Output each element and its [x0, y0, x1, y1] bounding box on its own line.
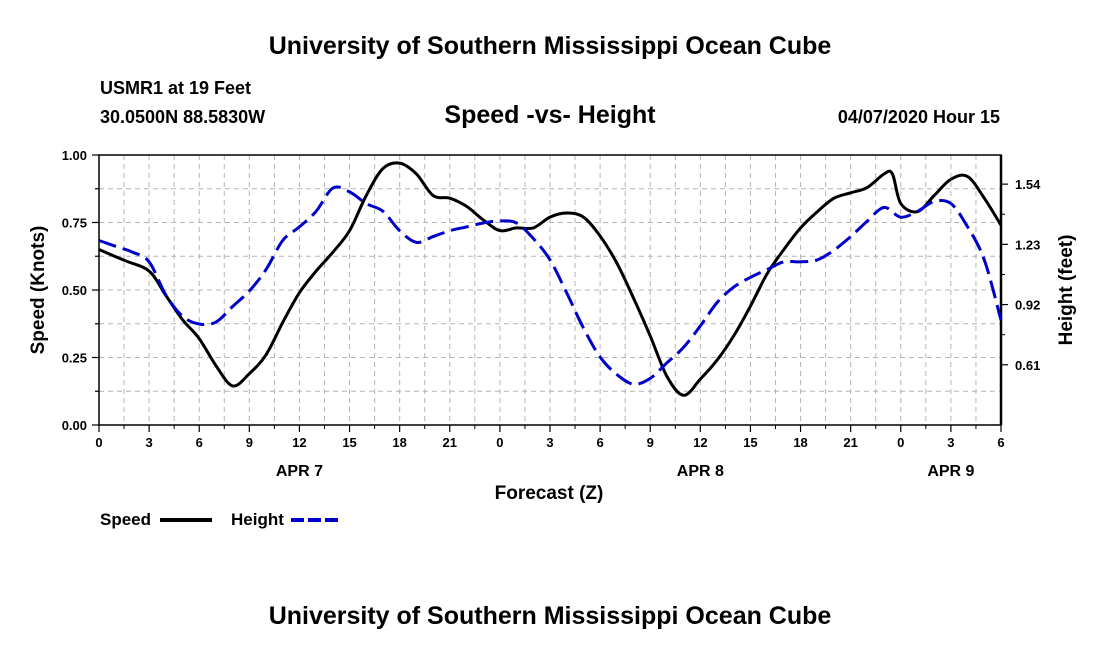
x-tick-label: 6 — [596, 435, 603, 450]
data-series — [98, 161, 1003, 397]
x-tick-label: 3 — [546, 435, 553, 450]
height-series-line — [98, 185, 1003, 386]
y-tick-label: 0.25 — [62, 351, 87, 366]
x-tick-label: 6 — [997, 435, 1004, 450]
y-tick-label: 1.00 — [62, 148, 87, 163]
y2-tick-label: 1.23 — [1015, 237, 1040, 252]
x-tick-label: 18 — [793, 435, 807, 450]
x-tick-label: 15 — [342, 435, 356, 450]
y-tick-label: 0.75 — [62, 216, 87, 231]
coordinates-label: 30.0500N 88.5830W — [100, 107, 266, 127]
axis-ticks — [92, 154, 1008, 432]
tick-labels: 0 3 6 9 12 15 18 21 0 3 6 9 12 15 18 21 0 3 6 APR 7 APR 8 APR… — [62, 148, 1041, 480]
x-tick-label: 9 — [647, 435, 654, 450]
speed-series-line — [98, 161, 1003, 397]
page-title: University of Southern Mississippi Ocean… — [268, 32, 832, 60]
x-tick-label: 15 — [743, 435, 757, 450]
station-label: USMR1 at 19 Feet — [100, 78, 252, 98]
x-axis-label: Forecast (Z) — [495, 483, 604, 504]
x-tick-label: 3 — [145, 435, 152, 450]
y2-axis-label: Height (feet) — [1056, 235, 1077, 346]
x-tick-label: 3 — [947, 435, 954, 450]
y2-tick-label: 0.92 — [1015, 298, 1040, 313]
y2-tick-label: 1.54 — [1015, 177, 1041, 192]
legend-height-label: Height — [231, 510, 284, 529]
day-label: APR 9 — [927, 463, 974, 480]
x-tick-label: 21 — [843, 435, 857, 450]
x-tick-label: 12 — [292, 435, 306, 450]
x-tick-label: 12 — [693, 435, 707, 450]
date-label: 04/07/2020 Hour 15 — [837, 107, 1000, 127]
grid-lines — [99, 155, 1001, 425]
day-label: APR 7 — [276, 463, 323, 480]
x-tick-label: 0 — [897, 435, 904, 450]
x-tick-label: 21 — [443, 435, 457, 450]
x-tick-label: 6 — [196, 435, 203, 450]
y-axis-label: Speed (Knots) — [28, 226, 49, 355]
x-tick-label: 0 — [496, 435, 503, 450]
x-tick-label: 0 — [95, 435, 102, 450]
x-tick-label: 18 — [392, 435, 406, 450]
day-label: APR 8 — [677, 463, 724, 480]
y-tick-label: 0.50 — [62, 283, 87, 298]
footer-title: University of Southern Mississippi Ocean… — [268, 602, 832, 630]
legend: Speed Height — [100, 510, 342, 529]
chart-title: Speed -vs- Height — [444, 101, 656, 129]
x-tick-label: 9 — [246, 435, 253, 450]
legend-speed-label: Speed — [100, 510, 151, 529]
y-tick-label: 0.00 — [62, 418, 87, 433]
y2-tick-label: 0.61 — [1015, 358, 1040, 373]
